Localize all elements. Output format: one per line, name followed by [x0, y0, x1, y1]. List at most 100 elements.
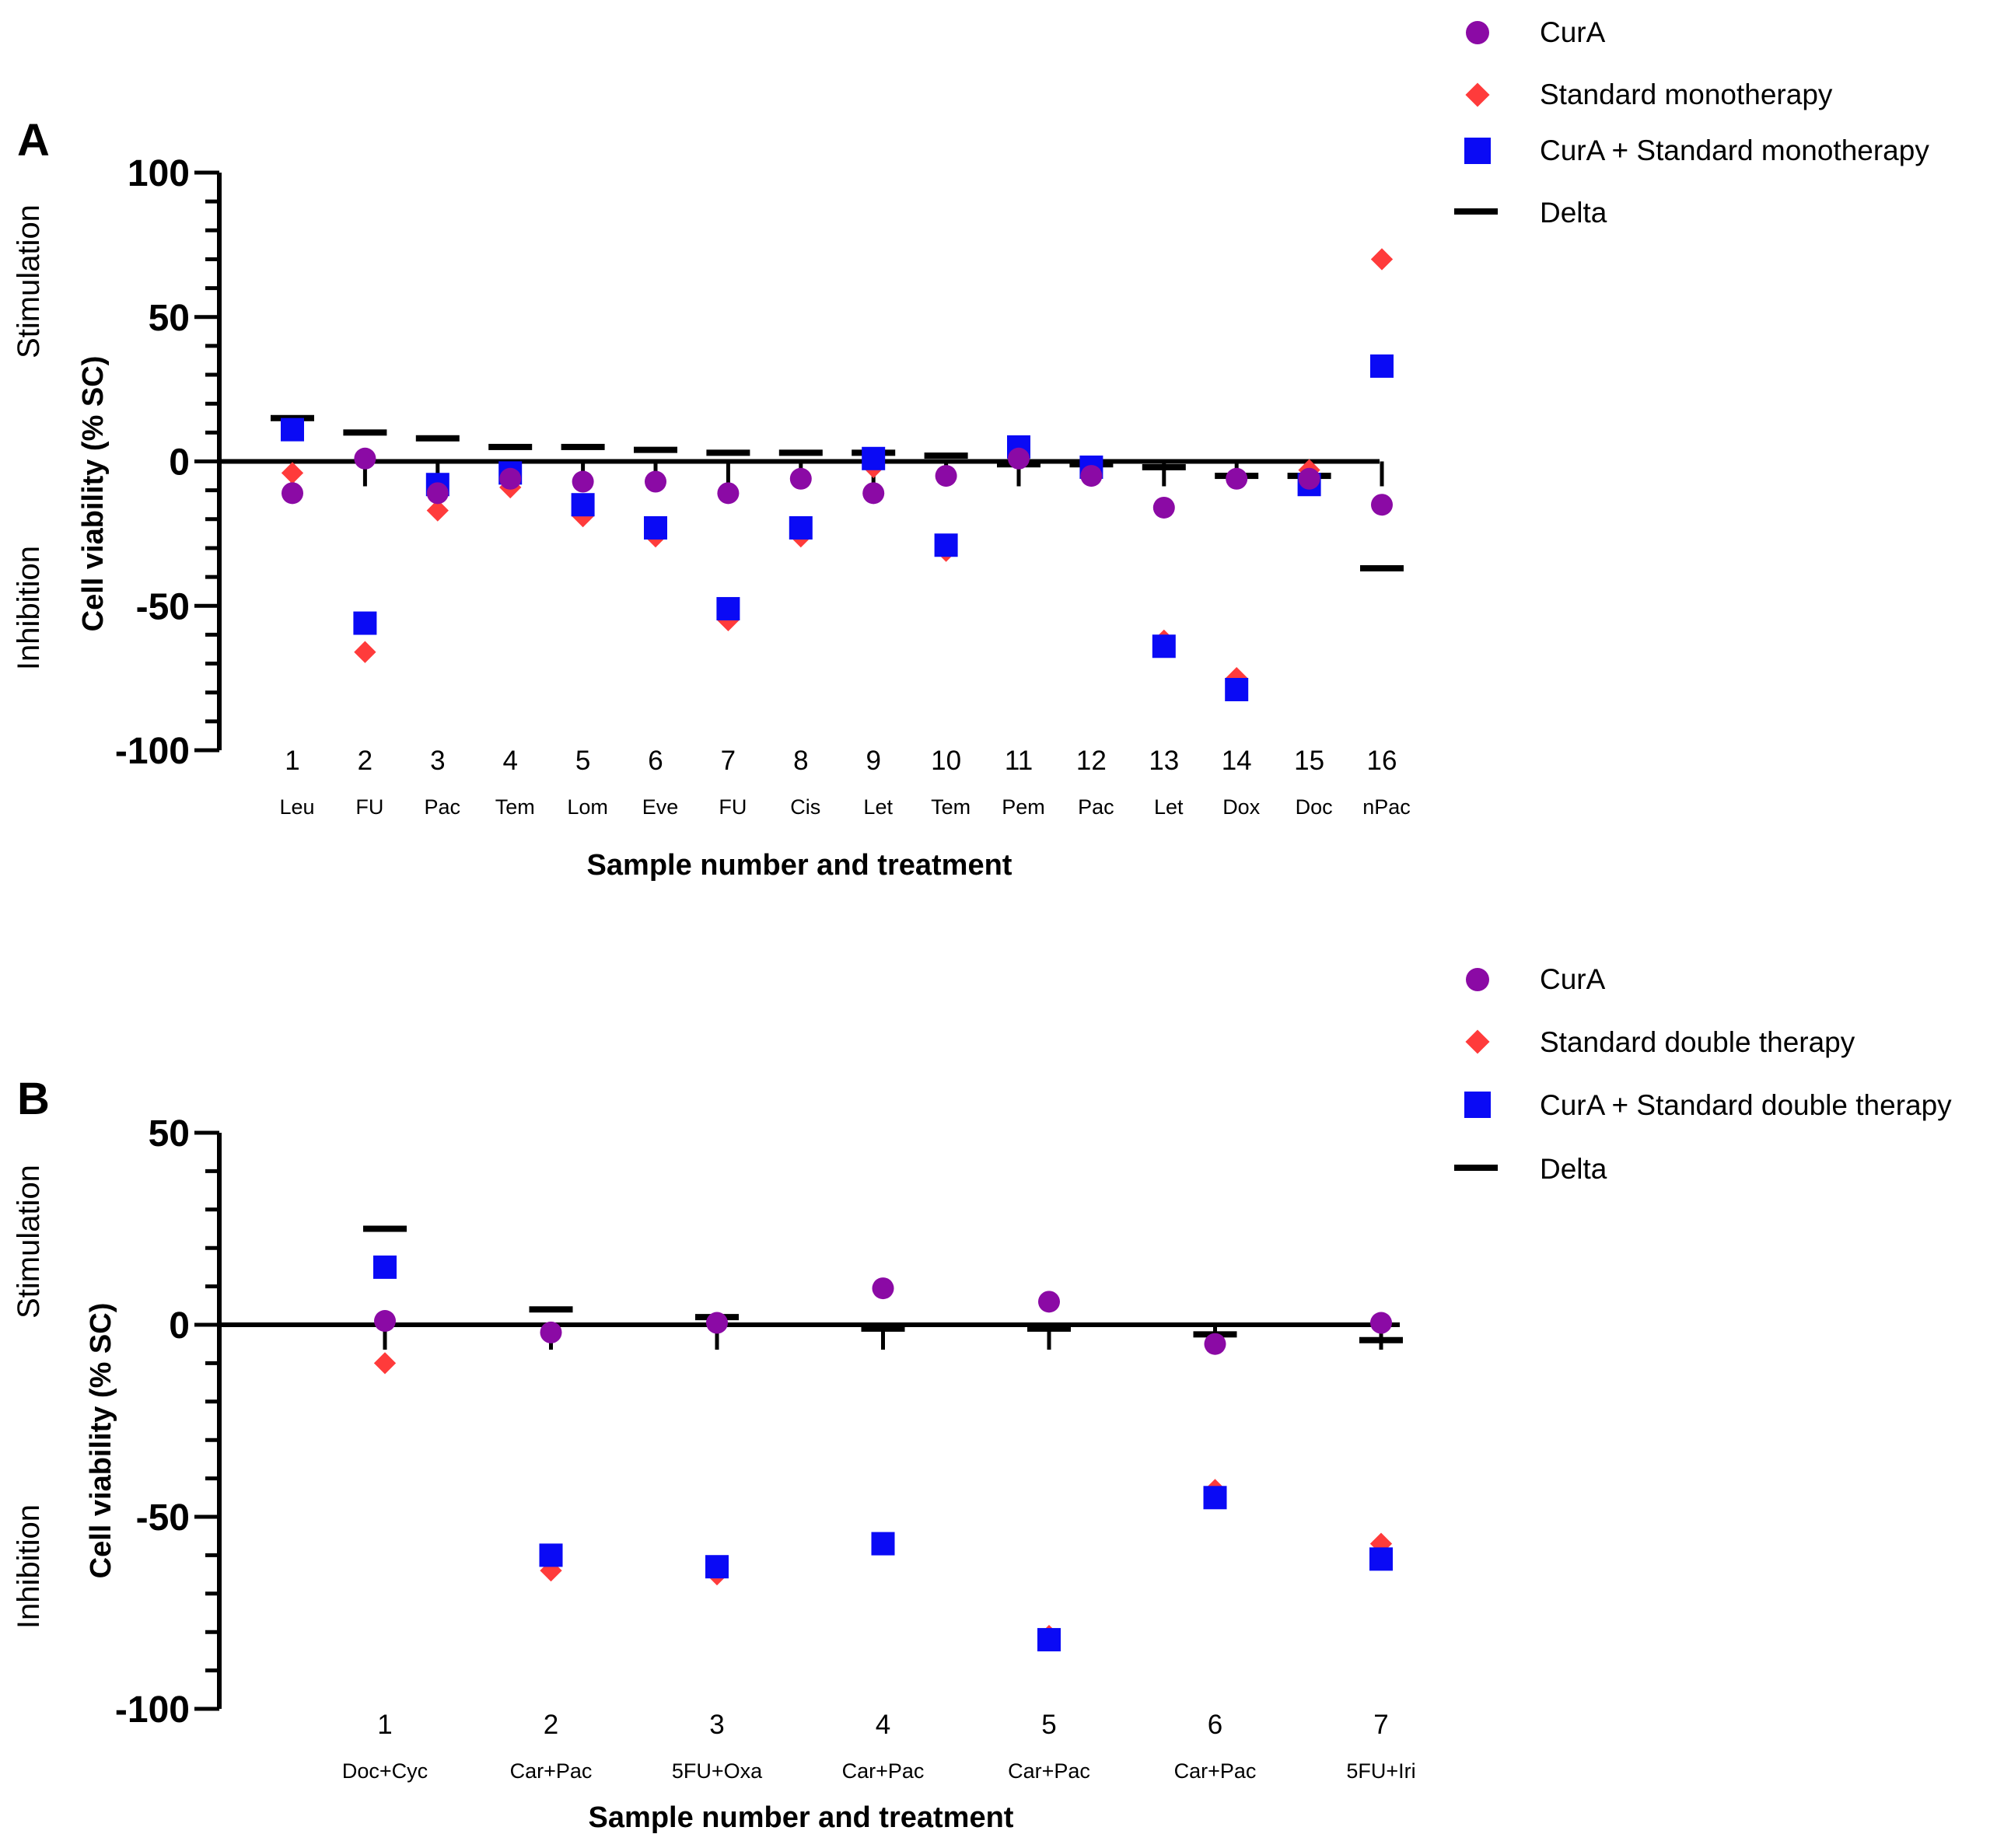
x-tick-label-treatment: Car+Pac [1174, 1759, 1257, 1783]
x-tick-label-treatment: nPac [1362, 795, 1411, 819]
y-tick-label: 100 [128, 153, 190, 194]
combined-point [353, 611, 377, 635]
cura-point [872, 1277, 894, 1300]
x-tick-label-number: 7 [721, 746, 736, 776]
x-tick-label-number: 2 [544, 1710, 558, 1740]
x-tick-label-treatment: FU [355, 795, 383, 819]
delta-bar [1359, 1336, 1403, 1343]
panel-a-inhibition-label: Inhibition [12, 546, 46, 670]
legend-combined-marker [1464, 138, 1491, 164]
x-tick-label-number: 6 [648, 746, 663, 776]
x-tick-label-treatment: Car+Pac [510, 1759, 593, 1783]
combined-point [644, 515, 667, 540]
x-tick-label-number: 14 [1222, 746, 1252, 776]
cura-point [1371, 494, 1393, 516]
x-tick-label-number: 1 [377, 1710, 392, 1740]
x-tick-label-number: 3 [430, 746, 445, 776]
cura-point [1038, 1291, 1060, 1313]
combined-point [789, 515, 813, 540]
standard-point [1370, 248, 1394, 271]
delta-bar [778, 449, 823, 456]
x-tick-label-number: 9 [866, 746, 880, 776]
cura-point [1008, 447, 1030, 470]
cura-point [1080, 465, 1103, 487]
legend-standard-label: Standard double therapy [1540, 1026, 1855, 1058]
cura-point [1226, 467, 1248, 490]
legend-cura-marker [1466, 21, 1489, 44]
legend-standard-label: Standard monotherapy [1540, 79, 1833, 110]
x-tick-label-treatment: Pac [1078, 795, 1114, 819]
x-tick-label-treatment: Eve [642, 795, 679, 819]
cura-point [862, 482, 885, 505]
standard-point [426, 499, 449, 522]
x-tick-label-treatment: Let [1154, 795, 1184, 819]
x-tick-label-treatment: Lom [567, 795, 608, 819]
y-tick-label: 50 [149, 1113, 190, 1155]
delta-bar [924, 452, 968, 459]
y-tick-label: -50 [136, 1497, 190, 1539]
x-tick-label-treatment: FU [719, 795, 747, 819]
delta-bar [1360, 564, 1404, 571]
x-tick-label-number: 5 [575, 746, 590, 776]
x-tick-label-number: 8 [793, 746, 808, 776]
combined-point [1225, 677, 1249, 701]
standard-point [373, 1352, 397, 1375]
combined-point [539, 1543, 563, 1567]
y-tick-label: 0 [169, 1305, 190, 1347]
x-tick-label-number: 16 [1367, 746, 1397, 776]
delta-bar [561, 443, 605, 450]
cura-point [426, 482, 449, 505]
x-tick-label-number: 2 [358, 746, 372, 776]
x-tick-label-treatment: 5FU+Iri [1346, 1759, 1415, 1783]
x-tick-label-treatment: Tem [931, 795, 971, 819]
combined-point [1037, 1628, 1061, 1652]
delta-bar [634, 446, 677, 453]
cura-point [645, 470, 666, 493]
x-tick-label-treatment: Car+Pac [842, 1759, 925, 1783]
combined-point [705, 1555, 729, 1579]
panel-a: A Stimulation Inhibition Cell viability … [12, 16, 1929, 882]
delta-bar [529, 1306, 573, 1313]
combined-point [1203, 1486, 1227, 1510]
y-tick-label: -100 [115, 731, 190, 772]
legend-delta-label: Delta [1540, 197, 1607, 229]
delta-bar [1027, 1325, 1071, 1332]
cura-point [706, 1312, 728, 1334]
panel-b-axes: 50 0 -50 -100 1 Doc+Cyc 2 Car+Pac 3 5FU+Oxa 4 Car+P… [115, 1113, 1416, 1783]
cura-point [282, 482, 303, 505]
delta-bar [488, 443, 533, 450]
combined-point [571, 493, 595, 517]
x-tick-label-treatment: Pem [1002, 795, 1045, 819]
panel-a-letter: A [17, 115, 50, 166]
combined-point [862, 446, 886, 470]
cura-point [935, 465, 957, 487]
x-tick-label-number: 4 [502, 746, 517, 776]
cura-point [717, 482, 740, 505]
combined-point [1152, 634, 1176, 659]
panel-b-y-axis-title: Cell viability (% SC) [85, 1303, 117, 1579]
y-tick-label: -50 [136, 586, 190, 627]
x-tick-label-treatment: Car+Pac [1008, 1759, 1090, 1783]
cura-point [1370, 1312, 1392, 1334]
combined-point [871, 1532, 895, 1556]
x-tick-label-number: 6 [1208, 1710, 1222, 1740]
combined-point [716, 596, 740, 620]
legend-combined-label: CurA + Standard monotherapy [1540, 134, 1929, 166]
y-tick-label: -100 [115, 1689, 190, 1731]
x-tick-label-treatment: Doc+Cyc [342, 1759, 428, 1783]
legend-cura-marker [1466, 968, 1489, 991]
legend-standard-marker [1465, 82, 1490, 107]
panel-b-letter: B [17, 1074, 50, 1124]
cura-point [374, 1310, 396, 1333]
combined-point [1369, 1547, 1393, 1571]
panel-a-stimulation-label: Stimulation [12, 204, 46, 358]
panel-b-marks [363, 1225, 1403, 1652]
combined-point [281, 417, 304, 442]
x-tick-label-treatment: 5FU+Oxa [672, 1759, 763, 1783]
cura-point [1152, 496, 1175, 519]
delta-bar [415, 435, 460, 442]
combined-point [934, 533, 958, 557]
x-tick-label-number: 3 [709, 1710, 724, 1740]
x-tick-label-treatment: Dox [1222, 795, 1261, 819]
panel-a-x-axis-title: Sample number and treatment [587, 849, 1012, 882]
